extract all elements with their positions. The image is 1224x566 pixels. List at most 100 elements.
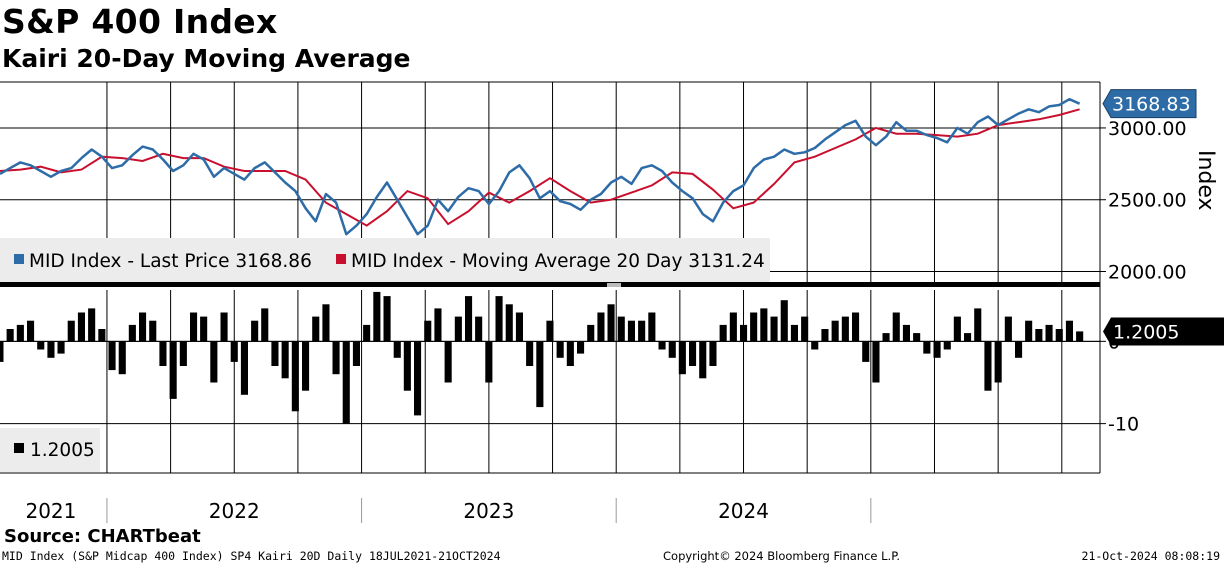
kairi-bar [790, 324, 798, 342]
kairi-bar [913, 333, 921, 342]
kairi-bar [923, 341, 931, 354]
kairi-bar [352, 341, 360, 366]
kairi-bar [689, 341, 697, 366]
kairi-bar [984, 341, 992, 391]
price-y-axis-label: Index [1193, 150, 1218, 211]
kairi-bar [67, 320, 75, 342]
legend-swatch-last-price [14, 254, 24, 264]
panel-divider [0, 282, 1100, 287]
x-axis-year-label: 2021 [25, 499, 76, 523]
kairi-bar [994, 341, 1002, 383]
kairi-bar [77, 312, 85, 342]
kairi-bar [505, 304, 513, 342]
legend-label-moving-average: MID Index - Moving Average 20 Day 3131.2… [351, 251, 765, 272]
kairi-bar [495, 296, 503, 342]
kairi-bar [597, 312, 605, 342]
kairi-bar [648, 312, 656, 342]
kairi-bar [953, 316, 961, 342]
kairi-bar [699, 341, 707, 379]
kairi-bar [210, 341, 218, 383]
kairi-bar [363, 324, 371, 342]
kairi-bar [740, 324, 748, 342]
moving-average-line [0, 108, 1080, 227]
kairi-bar [6, 329, 14, 342]
kairi-bar [434, 308, 442, 342]
kairi-bar [393, 341, 401, 358]
kairi-bar [108, 341, 116, 371]
kairi-bar [964, 333, 972, 342]
kairi-bar [281, 341, 289, 379]
kairi-bar [974, 308, 982, 342]
kairi-bar [556, 341, 564, 358]
kairi-bar [872, 341, 880, 383]
kairi-bar [57, 341, 65, 354]
x-axis-year-label: 2023 [463, 499, 514, 523]
kairi-bar [760, 308, 768, 342]
kairi-bar [444, 341, 452, 383]
chart-title: S&P 400 Index [2, 2, 278, 41]
kairi-bar [261, 308, 269, 342]
price-last-value-text: 3168.83 [1112, 94, 1191, 116]
kairi-bar [291, 341, 299, 412]
footer-copyright: Copyright© 2024 Bloomberg Finance L.P. [663, 549, 900, 563]
kairi-bar [719, 324, 727, 342]
kairi-bar [342, 341, 350, 424]
kairi-bar [454, 316, 462, 342]
kairi-bar [1045, 324, 1053, 342]
kairi-bar [750, 312, 758, 342]
kairi-bar [383, 296, 391, 342]
x-axis-year-label: 2022 [209, 499, 260, 523]
kairi-bar [821, 329, 829, 342]
kairi-bar [536, 341, 544, 408]
kairi-bar [230, 341, 238, 362]
kairi-bar [729, 312, 737, 342]
kairi-bar [841, 316, 849, 342]
price-y-tick-label: 2000.00 [1108, 262, 1187, 284]
kairi-bar [88, 308, 96, 342]
kairi-bar [831, 320, 839, 342]
kairi-bar [271, 341, 279, 366]
kairi-bar [37, 341, 45, 350]
kairi-bar [139, 312, 147, 342]
kairi-bar [577, 341, 585, 354]
kairi-bar [638, 320, 646, 342]
kairi-bar [566, 341, 574, 366]
kairi-bar [424, 320, 432, 342]
footer-timestamp: 21-Oct-2024 08:08:19 [1081, 549, 1220, 563]
legend-swatch-kairi [14, 443, 24, 453]
kairi-bar [403, 341, 411, 391]
kairi-bar [862, 341, 870, 362]
kairi-last-value-tag [1103, 317, 1224, 346]
kairi-bar [1065, 320, 1073, 342]
kairi-bar [27, 320, 35, 342]
kairi-bar [169, 341, 177, 399]
kairi-bar [251, 320, 259, 342]
kairi-bar [179, 341, 187, 366]
last-price-line [0, 97, 1081, 236]
kairi-bar [1076, 331, 1084, 342]
kairi-bar [98, 329, 106, 342]
kairi-bar [902, 324, 910, 342]
kairi-bar [658, 341, 666, 350]
kairi-bar [933, 341, 941, 358]
price-legend-box [0, 238, 770, 282]
kairi-bar [709, 341, 717, 366]
kairi-last-value-text: 1.2005 [1113, 321, 1179, 343]
kairi-bar [200, 316, 208, 342]
kairi-bar [1004, 316, 1012, 342]
kairi-y-tick-label: -10 [1108, 414, 1139, 436]
kairi-bar [159, 341, 167, 366]
legend-label-kairi: 1.2005 [30, 440, 95, 461]
kairi-bar [240, 341, 248, 395]
kairi-bar [892, 312, 900, 342]
chart-subtitle: Kairi 20-Day Moving Average [2, 44, 411, 73]
kairi-bar [515, 312, 523, 342]
kairi-bar [118, 341, 126, 375]
kairi-bar [770, 316, 778, 342]
kairi-bar [607, 304, 615, 342]
kairi-bar [546, 320, 554, 342]
kairi-bar [1025, 320, 1033, 342]
kairi-bar [668, 341, 676, 358]
kairi-bar [47, 341, 55, 358]
